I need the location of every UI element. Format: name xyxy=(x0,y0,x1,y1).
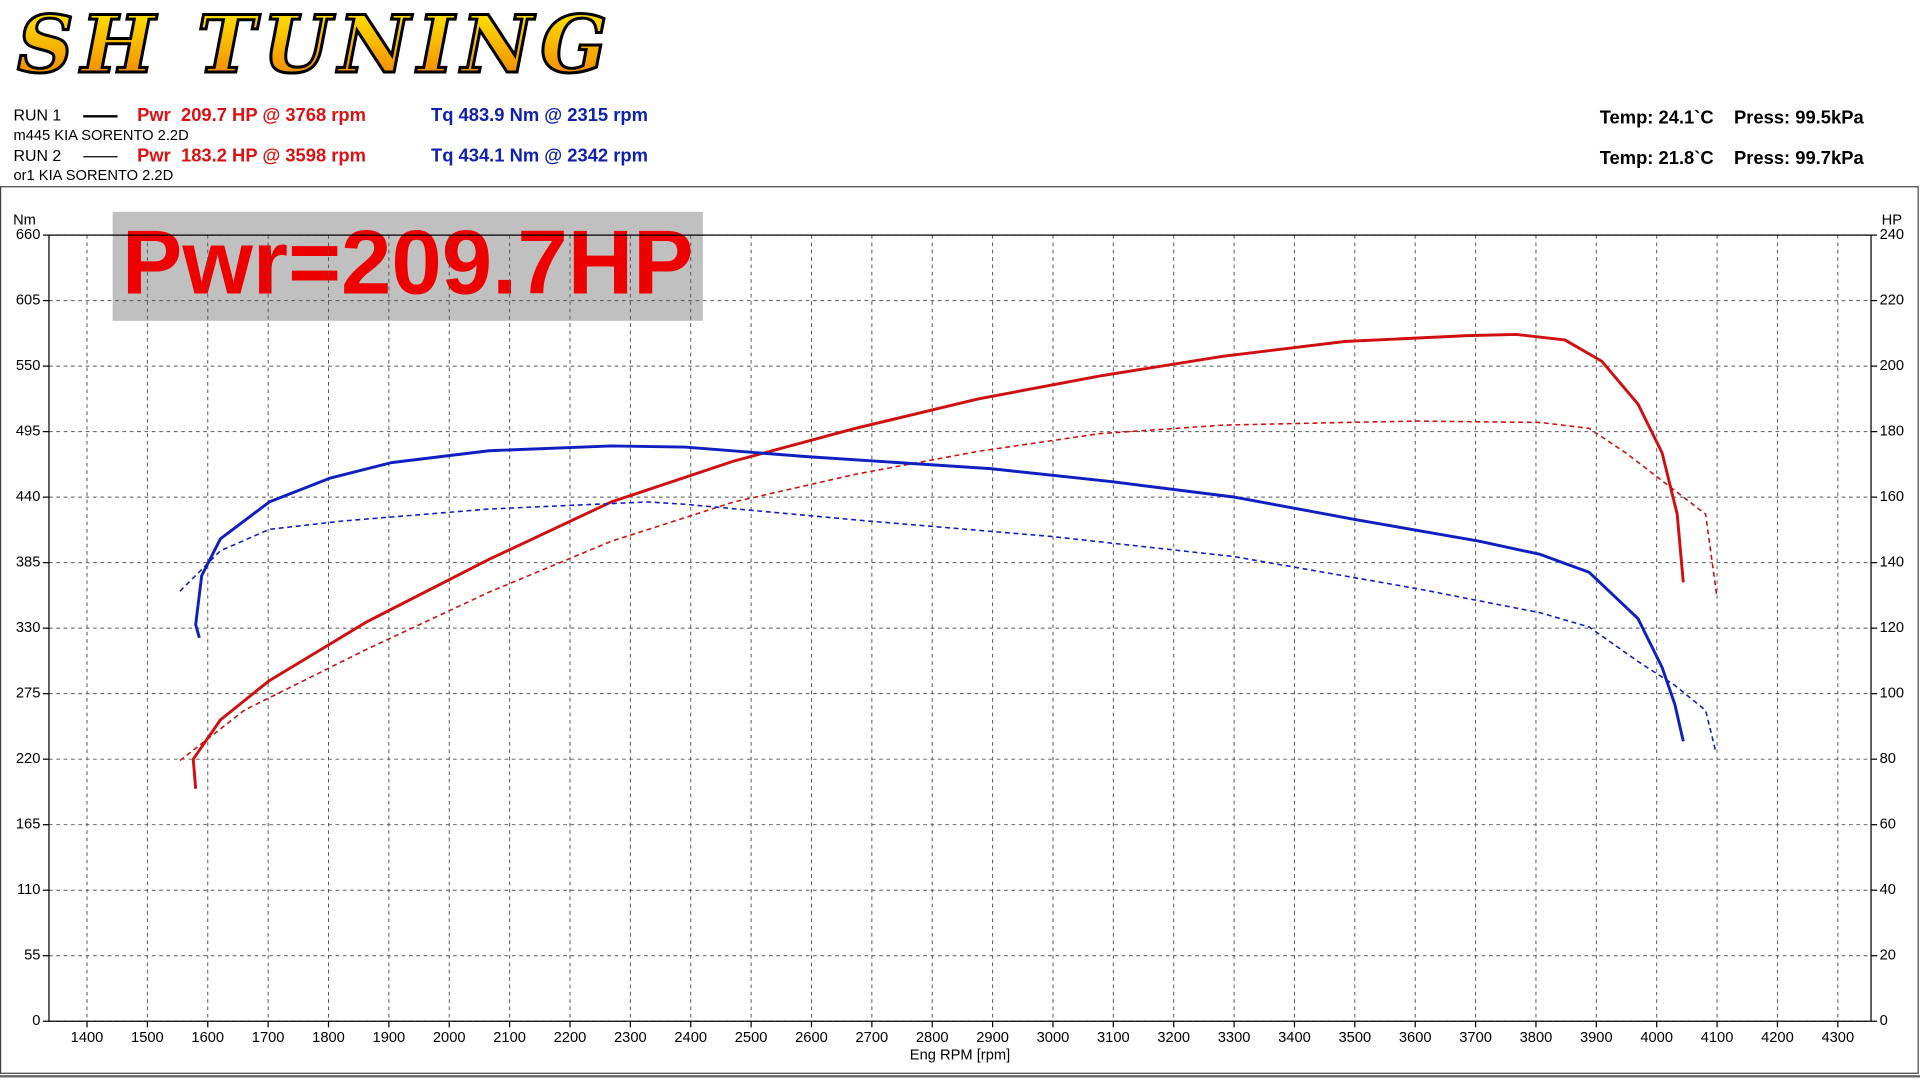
x-tick-label: 1600 xyxy=(191,1030,224,1046)
x-tick-label: 1500 xyxy=(131,1030,164,1046)
run-torque: Tq 483.9 Nm @ 2315 rpm xyxy=(431,104,648,125)
y-tick-label: 385 xyxy=(16,555,41,571)
x-tick-label: 3200 xyxy=(1157,1030,1190,1046)
y-tick-label: 165 xyxy=(16,817,41,833)
x-tick-label: 3100 xyxy=(1097,1030,1130,1046)
run-name: m445 KIA SORENTO 2.2D xyxy=(13,128,188,144)
curve xyxy=(179,501,1717,750)
y-tick-label: 550 xyxy=(16,358,41,374)
y2-tick-label: 20 xyxy=(1880,948,1896,964)
x-tick-label: 3600 xyxy=(1399,1030,1432,1046)
plot-frame xyxy=(48,234,1872,1022)
x-axis-label: Eng RPM [rpm] xyxy=(910,1047,1010,1063)
run-power: Pwr 209.7 HP @ 3768 rpm xyxy=(137,104,366,125)
highlight-text: Pwr=209.7HP xyxy=(122,212,694,313)
logo: SH TUNING xyxy=(17,0,615,91)
run-label: RUN 1 xyxy=(13,108,61,125)
x-tick-label: 2800 xyxy=(916,1030,949,1046)
x-tick-label: 2000 xyxy=(433,1030,466,1046)
x-tick-label: 2500 xyxy=(735,1030,768,1046)
x-tick-label: 3400 xyxy=(1278,1030,1311,1046)
highlight-box xyxy=(112,211,703,321)
run-label: RUN 2 xyxy=(13,148,61,165)
x-tick-label: 3500 xyxy=(1338,1030,1371,1046)
x-tick-label: 3300 xyxy=(1218,1030,1251,1046)
x-tick-label: 1400 xyxy=(71,1030,104,1046)
y-tick-label: 220 xyxy=(16,751,41,767)
run-torque: Tq 434.1 Nm @ 2342 rpm xyxy=(431,145,648,166)
x-tick-label: 3900 xyxy=(1580,1030,1613,1046)
x-tick-label: 2100 xyxy=(493,1030,526,1046)
y-tick-label: 330 xyxy=(16,620,41,636)
y-tick-label: 660 xyxy=(16,227,41,243)
y-tick-label: 275 xyxy=(16,686,41,702)
run-power: Pwr 183.2 HP @ 3598 rpm xyxy=(137,145,366,166)
x-tick-label: 2300 xyxy=(614,1030,647,1046)
y2-tick-label: 0 xyxy=(1880,1013,1888,1029)
y2-tick-label: 140 xyxy=(1880,555,1905,571)
run-conditions: Temp: 21.8`C Press: 99.7kPa xyxy=(1600,147,1865,168)
y2-tick-label: 200 xyxy=(1880,358,1905,374)
x-tick-label: 4000 xyxy=(1640,1030,1673,1046)
y2-tick-label: 160 xyxy=(1880,489,1905,505)
y-tick-label: 110 xyxy=(17,882,40,898)
y-tick-label: 605 xyxy=(16,292,41,308)
x-tick-label: 2900 xyxy=(976,1030,1009,1046)
curve xyxy=(194,444,1685,742)
y-tick-label: 55 xyxy=(24,948,40,964)
y2-tick-label: 180 xyxy=(1880,424,1905,440)
y-axis-label: Nm xyxy=(13,212,36,228)
x-tick-label: 2700 xyxy=(856,1030,889,1046)
x-tick-label: 3000 xyxy=(1037,1030,1070,1046)
chart-frame xyxy=(0,186,1919,1074)
x-tick-label: 2200 xyxy=(554,1030,587,1046)
x-tick-label: 1900 xyxy=(373,1030,406,1046)
y2-tick-label: 40 xyxy=(1880,882,1896,898)
x-tick-label: 2600 xyxy=(795,1030,828,1046)
x-tick-label: 4300 xyxy=(1821,1030,1854,1046)
x-tick-label: 1700 xyxy=(252,1030,285,1046)
curve xyxy=(179,420,1718,762)
x-tick-label: 4100 xyxy=(1701,1030,1734,1046)
run-name: or1 KIA SORENTO 2.2D xyxy=(13,168,173,184)
x-tick-label: 3800 xyxy=(1520,1030,1553,1046)
y2-tick-label: 220 xyxy=(1880,292,1905,308)
curve xyxy=(191,332,1685,789)
y2-axis-label: HP xyxy=(1882,212,1903,228)
y-tick-label: 440 xyxy=(16,489,41,505)
y2-tick-label: 240 xyxy=(1880,227,1905,243)
y2-tick-label: 80 xyxy=(1880,751,1896,767)
run-conditions: Temp: 24.1`C Press: 99.5kPa xyxy=(1600,107,1865,128)
y2-tick-label: 100 xyxy=(1880,686,1905,702)
x-tick-label: 3700 xyxy=(1459,1030,1492,1046)
x-tick-label: 2400 xyxy=(674,1030,707,1046)
y-tick-label: 495 xyxy=(16,424,41,440)
y2-tick-label: 120 xyxy=(1880,620,1905,636)
y-tick-label: 0 xyxy=(32,1013,40,1029)
x-tick-label: 1800 xyxy=(312,1030,345,1046)
x-tick-label: 4200 xyxy=(1761,1030,1794,1046)
y2-tick-label: 60 xyxy=(1880,817,1896,833)
